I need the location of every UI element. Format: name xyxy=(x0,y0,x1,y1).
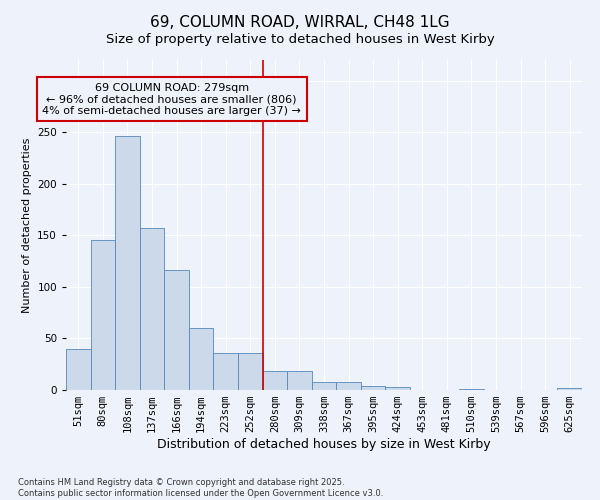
X-axis label: Distribution of detached houses by size in West Kirby: Distribution of detached houses by size … xyxy=(157,438,491,451)
Bar xyxy=(459,389,484,390)
Bar xyxy=(263,372,287,390)
Text: Size of property relative to detached houses in West Kirby: Size of property relative to detached ho… xyxy=(106,32,494,46)
Bar xyxy=(164,270,189,390)
Bar xyxy=(385,387,410,390)
Text: 69 COLUMN ROAD: 279sqm
← 96% of detached houses are smaller (806)
4% of semi-det: 69 COLUMN ROAD: 279sqm ← 96% of detached… xyxy=(42,82,301,116)
Bar xyxy=(66,349,91,390)
Y-axis label: Number of detached properties: Number of detached properties xyxy=(22,138,32,312)
Bar xyxy=(336,382,361,390)
Bar xyxy=(140,228,164,390)
Text: 69, COLUMN ROAD, WIRRAL, CH48 1LG: 69, COLUMN ROAD, WIRRAL, CH48 1LG xyxy=(150,15,450,30)
Bar xyxy=(115,136,140,390)
Bar xyxy=(91,240,115,390)
Bar xyxy=(214,353,238,390)
Bar xyxy=(287,372,312,390)
Text: Contains HM Land Registry data © Crown copyright and database right 2025.
Contai: Contains HM Land Registry data © Crown c… xyxy=(18,478,383,498)
Bar xyxy=(557,388,582,390)
Bar xyxy=(361,386,385,390)
Bar xyxy=(312,382,336,390)
Bar xyxy=(189,328,214,390)
Bar xyxy=(238,353,263,390)
